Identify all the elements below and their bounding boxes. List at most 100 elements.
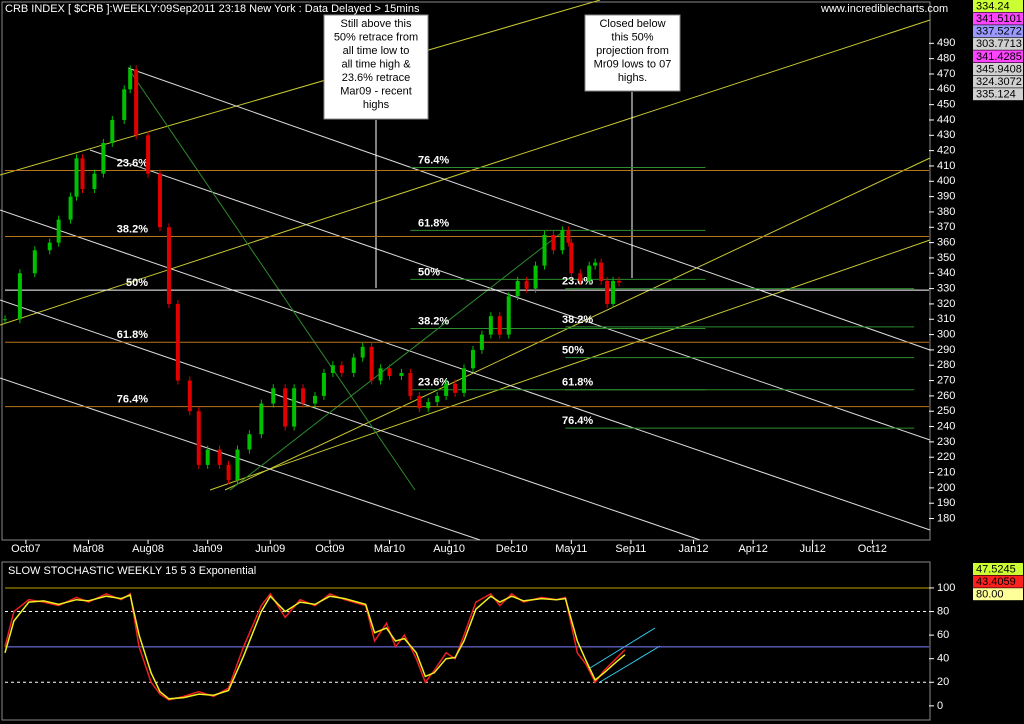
- fib-label: 23.6%: [418, 377, 449, 389]
- y-tick-label: 270: [937, 374, 955, 386]
- y-tick-label: 40: [937, 653, 949, 665]
- readout: 341.4285: [976, 51, 1022, 63]
- candle: [134, 69, 139, 136]
- candle: [122, 89, 127, 120]
- candle: [426, 402, 431, 409]
- y-tick-label: 210: [937, 466, 955, 478]
- callout-text: Still above this: [341, 18, 412, 30]
- candle: [301, 388, 306, 404]
- candle: [408, 372, 413, 396]
- readout-box: [973, 25, 1023, 38]
- candle: [339, 365, 344, 373]
- readout: 47.5245: [976, 563, 1016, 575]
- readout-box: [973, 12, 1023, 25]
- header: CRB INDEX [ $CRB ]:WEEKLY:09Sep2011 23:1…: [5, 3, 420, 15]
- fib-label: 76.4%: [562, 415, 593, 427]
- x-tick-label: Mar08: [73, 543, 104, 555]
- fib-label: 50%: [562, 344, 584, 356]
- y-tick-label: 250: [937, 405, 955, 417]
- y-tick-label: 180: [937, 512, 955, 524]
- y-tick-label: 200: [937, 482, 955, 494]
- x-tick-label: Dec10: [496, 543, 528, 555]
- candle: [566, 230, 571, 243]
- y-tick-label: 420: [937, 145, 955, 157]
- candle: [217, 449, 222, 465]
- trend-line: [0, 19, 931, 326]
- x-tick-label: Jan12: [679, 543, 709, 555]
- readout-box: [973, 575, 1023, 588]
- x-tick-label: Mar10: [374, 543, 405, 555]
- callout-text: projection from: [596, 45, 669, 57]
- candle: [74, 158, 79, 197]
- candle: [470, 349, 475, 369]
- callout-text: highs.: [618, 72, 647, 84]
- trend-line: [599, 645, 661, 683]
- candle: [259, 403, 264, 435]
- candle: [387, 368, 392, 376]
- candle: [205, 449, 210, 465]
- lower-title: SLOW STOCHASTIC WEEKLY 15 5 3 Exponentia…: [8, 565, 256, 577]
- candle: [292, 388, 297, 427]
- callout-text: 50% retrace from: [334, 31, 418, 43]
- trend-line: [0, 377, 481, 541]
- x-tick-label: Aug10: [433, 543, 465, 555]
- y-tick-label: 100: [937, 582, 955, 594]
- readout: 335.124: [976, 89, 1016, 101]
- candle: [17, 273, 22, 320]
- candle: [330, 365, 335, 373]
- candle: [101, 142, 106, 174]
- candle: [360, 346, 365, 358]
- callout-text: all time high &: [341, 58, 411, 70]
- readout: 303.7713: [976, 38, 1022, 50]
- candle: [506, 296, 511, 335]
- candle: [166, 227, 171, 304]
- candle: [247, 434, 252, 450]
- y-tick-label: 470: [937, 68, 955, 80]
- y-tick-label: 320: [937, 298, 955, 310]
- y-tick-label: 0: [937, 700, 943, 712]
- candle: [47, 242, 52, 251]
- readout-box: [973, 50, 1023, 63]
- y-tick-label: 300: [937, 328, 955, 340]
- x-tick-label: Jul12: [800, 543, 826, 555]
- y-tick-label: 450: [937, 99, 955, 111]
- callout-box: [323, 14, 429, 120]
- x-tick-label: Oct09: [315, 543, 344, 555]
- readout-box: [973, 75, 1023, 88]
- y-tick-label: 220: [937, 451, 955, 463]
- y-tick-label: 20: [937, 676, 949, 688]
- candle: [488, 316, 493, 335]
- y-tick-label: 290: [937, 344, 955, 356]
- readout: 334.24: [976, 0, 1010, 12]
- y-tick-label: 460: [937, 83, 955, 95]
- x-tick-label: Oct07: [11, 543, 40, 555]
- fib-label: 23.6%: [117, 157, 148, 169]
- trend-line: [127, 67, 931, 351]
- candle: [271, 388, 276, 404]
- y-tick-label: 280: [937, 359, 955, 371]
- y-tick-label: 380: [937, 206, 955, 218]
- candle: [378, 368, 383, 381]
- candle: [611, 280, 616, 304]
- callout-text: all time low to: [343, 45, 410, 57]
- candle: [417, 395, 422, 409]
- fib-label: 38.2%: [562, 314, 593, 326]
- fib-label: 61.8%: [562, 377, 593, 389]
- readout: 345.9408: [976, 63, 1022, 75]
- candle: [157, 173, 162, 228]
- x-tick-label: Apr12: [738, 543, 767, 555]
- y-tick-label: 430: [937, 129, 955, 141]
- candle: [569, 242, 574, 274]
- candle: [175, 303, 180, 381]
- trend-line: [127, 67, 416, 491]
- candle: [56, 219, 61, 243]
- readout-box: [973, 63, 1023, 75]
- candle: [435, 395, 440, 403]
- trend-line: [589, 627, 656, 669]
- y-tick-label: 340: [937, 267, 955, 279]
- trend-line: [209, 239, 931, 491]
- candle: [533, 265, 538, 289]
- y-tick-label: 370: [937, 221, 955, 233]
- trend-line: [0, 299, 701, 541]
